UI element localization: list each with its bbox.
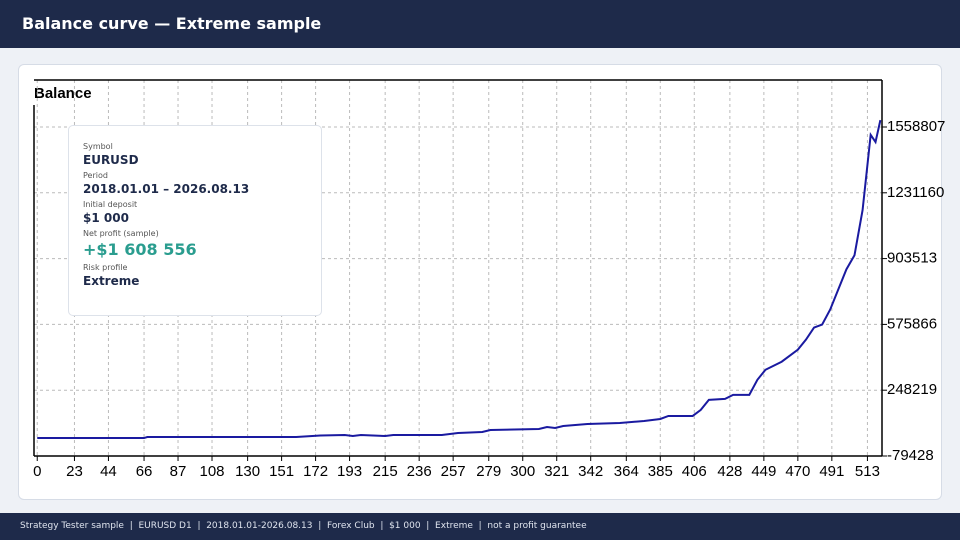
x-tick-label: 215 [373, 463, 398, 480]
info-label: Net profit (sample) [83, 229, 159, 238]
x-tick-label: 66 [136, 463, 153, 480]
x-tick-label: 0 [33, 463, 41, 480]
y-tick-label: -79428 [887, 447, 934, 464]
y-tick-label: 575866 [887, 315, 937, 332]
y-tick-label: 903513 [887, 250, 937, 267]
y-tick-label: 1558807 [887, 118, 945, 135]
x-tick-label: 491 [819, 463, 844, 480]
info-value: 2018.01.01 – 2026.08.13 [83, 182, 250, 196]
x-tick-label: 513 [855, 463, 880, 480]
footer: Strategy Tester sample | EURUSD D1 | 201… [0, 513, 960, 540]
x-tick-label: 193 [337, 463, 362, 480]
x-tick-label: 236 [407, 463, 432, 480]
x-tick-label: 428 [717, 463, 742, 480]
x-tick-label: 364 [614, 463, 639, 480]
x-tick-label: 257 [441, 463, 466, 480]
x-tick-label: 406 [682, 463, 707, 480]
x-tick-label: 321 [544, 463, 569, 480]
info-box: Symbol EURUSD Period 2018.01.01 – 2026.08.1… [68, 125, 322, 316]
x-tick-label: 151 [269, 463, 294, 480]
x-tick-label: 470 [785, 463, 810, 480]
x-tick-label: 342 [578, 463, 603, 480]
x-tick-label: 385 [648, 463, 673, 480]
y-tick-label: 248219 [887, 381, 937, 398]
x-tick-label: 108 [199, 463, 224, 480]
x-tick-label: 172 [303, 463, 328, 480]
x-tick-label: 87 [170, 463, 187, 480]
info-label: Period [83, 171, 108, 180]
x-tick-label: 23 [66, 463, 83, 480]
info-value: +$1 608 556 [83, 240, 197, 259]
x-tick-label: 449 [751, 463, 776, 480]
info-value: EURUSD [83, 153, 139, 167]
x-tick-label: 279 [476, 463, 501, 480]
info-value: Extreme [83, 274, 140, 288]
balance-line [37, 119, 882, 440]
y-tick-label: 1231160 [887, 184, 944, 201]
info-label: Symbol [83, 142, 113, 151]
x-tick-label: 130 [235, 463, 260, 480]
info-value: $1 000 [83, 211, 129, 225]
x-tick-label: 44 [100, 463, 117, 480]
info-label: Initial deposit [83, 200, 138, 209]
info-label: Risk profile [83, 263, 128, 272]
x-tick-label: 300 [510, 463, 535, 480]
chart-title: Balance [34, 85, 92, 102]
header-title: Balance curve — Extreme sample [0, 0, 960, 48]
